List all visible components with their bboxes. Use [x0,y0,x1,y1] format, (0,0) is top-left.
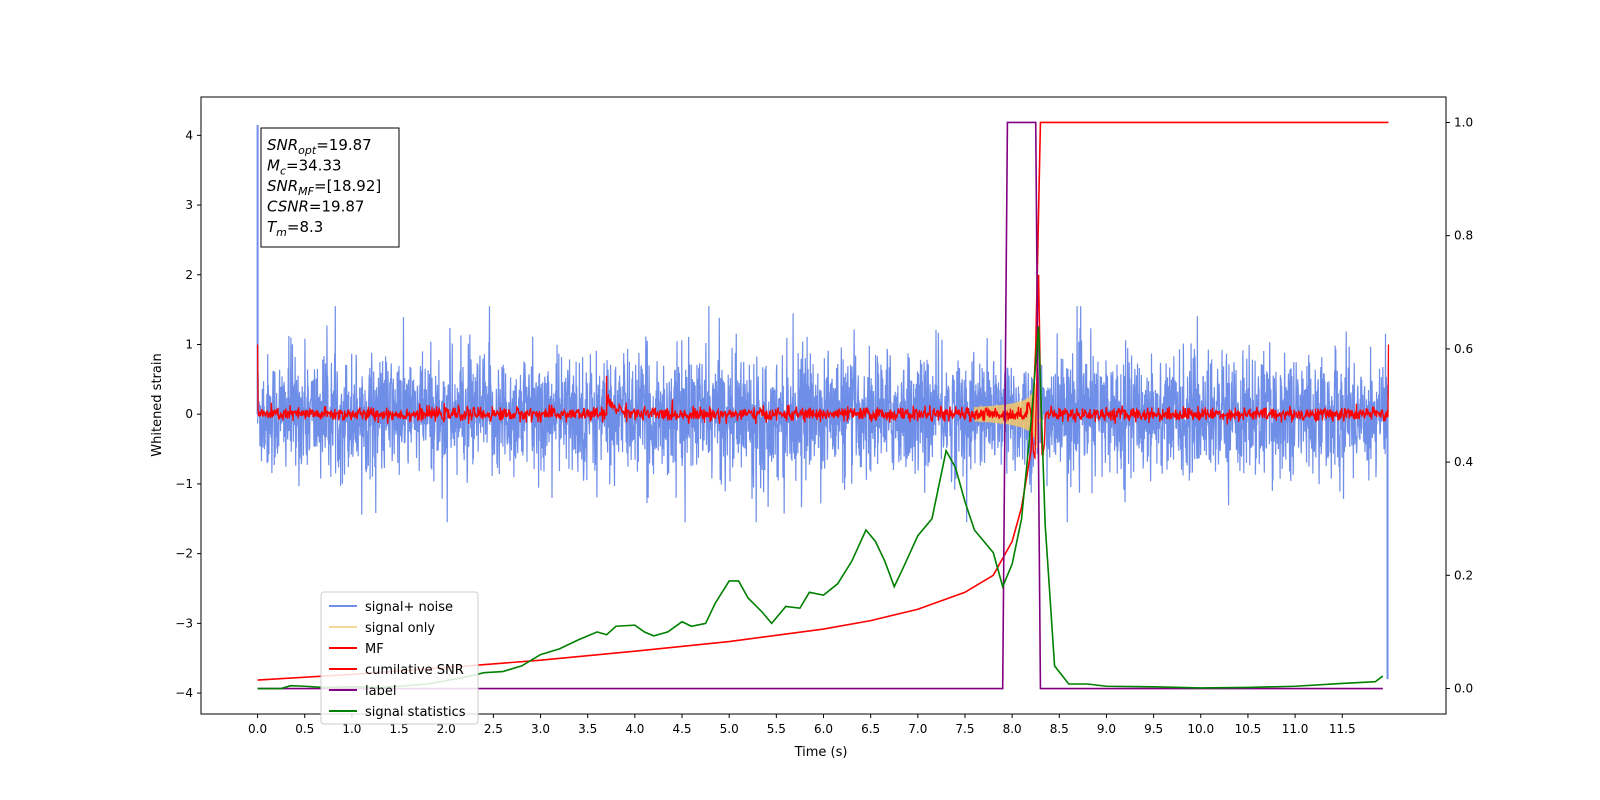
legend-label: signal+ noise [365,600,453,615]
series-mf [256,274,1390,460]
info-subscript: c [280,165,286,178]
y-tick-label: 2 [185,268,193,282]
legend-frame [320,591,479,725]
series-cumilative-snr [257,121,1389,681]
info-subscript: m [276,226,287,239]
x-tick-label: 8.5 [1050,722,1069,736]
plot-area [256,121,1390,690]
x-tick-label: 7.5 [955,722,974,736]
info-subscript: opt [298,144,317,157]
info-line: Mc=34.33 [267,157,342,178]
y-tick-label: 4 [185,128,193,142]
info-symbol: M [267,157,280,175]
legend-item: MF [329,642,384,657]
x-tick-label: 4.5 [672,722,691,736]
x-axis: 0.0 0.5 1.0 1.5 2.0 2.5 3.0 3.5 4.0 4.5 5.0 5.5 6.0 6… [248,714,1356,736]
x-tick-label: 0.5 [295,722,314,736]
y2-tick-label: 0.4 [1454,455,1473,469]
legend-label: signal statistics [365,705,466,720]
info-value: =[18.92] [314,177,381,195]
x-tick-label: 2.5 [484,722,503,736]
x-tick-label: 1.5 [390,722,409,736]
x-axis-label: Time (s) [794,745,848,760]
info-line: SNRopt=19.87 [267,136,372,157]
y-tick-label: 3 [185,198,193,212]
y-axis-right: 0.0 0.2 0.4 0.6 0.8 1.0 [1446,115,1473,696]
y2-tick-label: 0.0 [1454,682,1473,696]
legend-item: signal+ noise [329,600,453,615]
info-symbol: T [267,218,278,236]
x-tick-label: 8.0 [1003,722,1022,736]
x-tick-label: 5.5 [767,722,786,736]
x-tick-label: 6.0 [814,722,833,736]
x-tick-label: 9.5 [1144,722,1163,736]
x-tick-label: 11.5 [1329,722,1356,736]
y-tick-label: −3 [175,616,193,630]
y-tick-label: −4 [175,686,193,700]
y-tick-label: −2 [175,547,193,561]
info-line: SNRMF=[18.92] [267,177,381,198]
x-tick-label: 0.0 [248,722,267,736]
info-box: SNRopt=19.87Mc=34.33SNRMF=[18.92]CSNR=19… [260,127,400,248]
y2-tick-label: 0.8 [1454,229,1473,243]
info-symbol: CSNR [267,198,309,216]
x-tick-label: 10.5 [1235,722,1262,736]
legend-item: cumilative SNR [329,663,464,678]
x-tick-label: 3.5 [578,722,597,736]
info-line: Tm=8.3 [267,218,323,239]
legend-label: signal only [365,621,435,636]
info-box-frame [260,127,400,248]
info-value: =34.33 [286,157,342,175]
series-signal-statistics [257,326,1384,690]
x-tick-label: 7.0 [908,722,927,736]
info-symbol: SNR [267,177,298,195]
x-tick-label: 6.5 [861,722,880,736]
x-tick-label: 1.0 [342,722,361,736]
y-axis-label: Whitened strain [150,353,165,456]
legend-label: MF [365,642,384,657]
info-value: =19.87 [309,198,365,216]
info-symbol: SNR [267,136,298,154]
legend-item: label [329,684,396,699]
x-tick-label: 11.0 [1282,722,1309,736]
y-axis-left: −4 −3 −2 −1 0 1 2 3 4 [175,128,201,700]
x-tick-label: 3.0 [531,722,550,736]
legend-label: label [365,684,396,699]
legend-item: signal only [329,621,435,636]
y-tick-label: −1 [175,477,193,491]
y2-tick-label: 0.2 [1454,568,1473,582]
x-tick-label: 4.0 [625,722,644,736]
y2-tick-label: 0.6 [1454,342,1473,356]
y2-tick-label: 1.0 [1454,115,1473,129]
x-tick-label: 5.0 [720,722,739,736]
legend-item: signal statistics [329,705,466,720]
info-subscript: MF [298,185,314,198]
x-tick-label: 10.0 [1187,722,1214,736]
x-tick-label: 2.0 [437,722,456,736]
legend-label: cumilative SNR [365,663,464,678]
info-value: =19.87 [316,136,372,154]
legend: signal+ noise signal only MF cumilative SNR… [320,591,479,725]
info-line: CSNR=19.87 [267,198,364,216]
x-tick-label: 9.0 [1097,722,1116,736]
y-tick-label: 0 [185,407,193,421]
y-tick-label: 1 [185,337,193,351]
series-label [257,121,1383,690]
info-value: =8.3 [287,218,323,236]
